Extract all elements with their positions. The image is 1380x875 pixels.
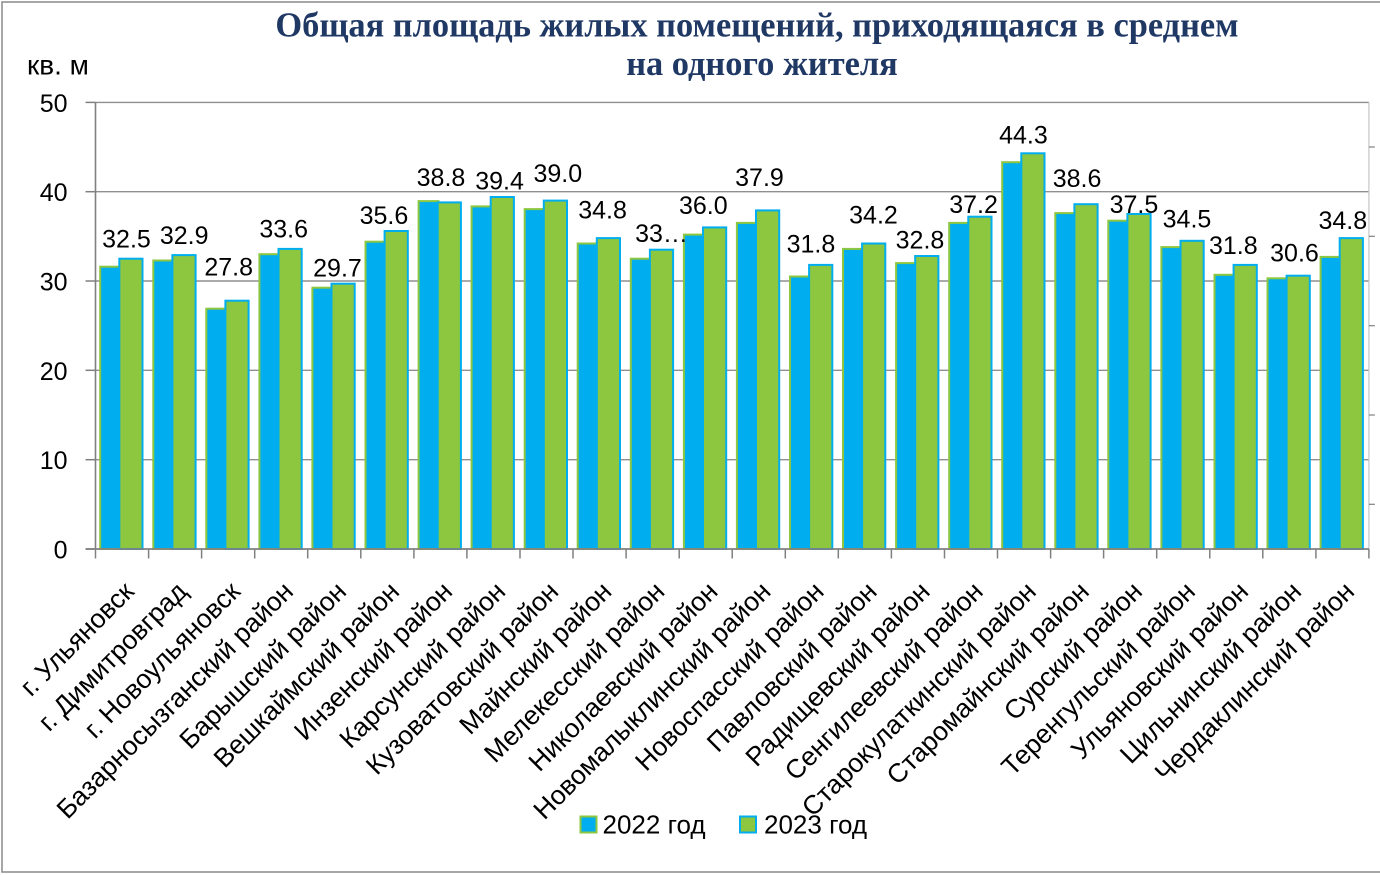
svg-text:30.6: 30.6 bbox=[1270, 240, 1319, 268]
svg-text:31.8: 31.8 bbox=[787, 230, 836, 258]
svg-text:31.8: 31.8 bbox=[1209, 232, 1258, 260]
svg-text:37.9: 37.9 bbox=[735, 164, 784, 192]
svg-text:на одного жителя: на одного жителя bbox=[626, 45, 898, 83]
svg-text:38.8: 38.8 bbox=[417, 164, 466, 192]
svg-text:33.6: 33.6 bbox=[259, 216, 308, 244]
svg-text:27.8: 27.8 bbox=[204, 253, 253, 281]
svg-text:35.6: 35.6 bbox=[360, 202, 409, 230]
svg-text:Общая площадь жилых помещений,: Общая площадь жилых помещений, приходяща… bbox=[275, 7, 1238, 45]
svg-text:40: 40 bbox=[40, 179, 68, 207]
svg-text:36.0: 36.0 bbox=[679, 192, 728, 220]
svg-text:10: 10 bbox=[40, 447, 68, 475]
svg-text:20: 20 bbox=[40, 358, 68, 386]
svg-text:32.9: 32.9 bbox=[160, 222, 209, 250]
svg-text:0: 0 bbox=[54, 537, 68, 565]
svg-text:29.7: 29.7 bbox=[313, 254, 362, 282]
svg-text:33…: 33… bbox=[635, 220, 688, 248]
svg-text:37.5: 37.5 bbox=[1110, 191, 1159, 219]
svg-text:2022 год: 2022 год bbox=[603, 810, 706, 840]
svg-text:34.2: 34.2 bbox=[849, 202, 898, 230]
svg-text:34.8: 34.8 bbox=[1318, 207, 1367, 235]
svg-text:38.6: 38.6 bbox=[1053, 165, 1102, 193]
svg-text:34.5: 34.5 bbox=[1163, 205, 1212, 233]
svg-text:32.8: 32.8 bbox=[896, 226, 945, 254]
svg-text:34.8: 34.8 bbox=[578, 197, 627, 225]
svg-text:2023 год: 2023 год bbox=[764, 810, 867, 840]
svg-text:32.5: 32.5 bbox=[102, 226, 151, 254]
svg-text:30: 30 bbox=[40, 269, 68, 297]
svg-text:50: 50 bbox=[40, 90, 68, 118]
svg-text:37.2: 37.2 bbox=[949, 191, 998, 219]
svg-text:кв. м: кв. м bbox=[27, 50, 89, 81]
svg-text:39.0: 39.0 bbox=[533, 160, 582, 188]
svg-text:44.3: 44.3 bbox=[999, 121, 1048, 149]
svg-text:39.4: 39.4 bbox=[475, 167, 524, 195]
